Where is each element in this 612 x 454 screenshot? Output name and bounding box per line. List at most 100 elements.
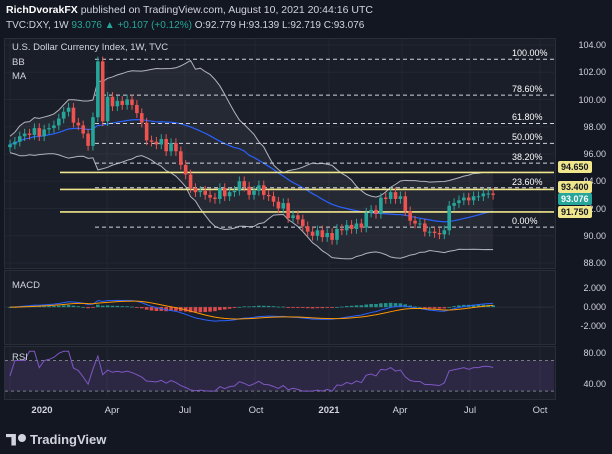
macd-histogram-bar bbox=[188, 307, 193, 313]
symbol-label[interactable]: TVC:DXY, 1W bbox=[6, 20, 69, 31]
price-tick-label: 96.00 bbox=[583, 149, 606, 159]
macd-histogram-bar bbox=[149, 307, 154, 311]
candle-body bbox=[408, 211, 412, 221]
time-tick-label: Oct bbox=[248, 405, 264, 416]
author-name[interactable]: RichDvorakFX bbox=[6, 4, 78, 16]
candle-body bbox=[154, 141, 159, 145]
candle-body bbox=[476, 196, 481, 198]
tradingview-logo-dot-icon bbox=[18, 433, 26, 442]
rsi-tick-label: 40.00 bbox=[583, 378, 606, 389]
macd-histogram-bar bbox=[66, 304, 71, 308]
macd-histogram-bar bbox=[120, 306, 125, 308]
macd-histogram-bar bbox=[81, 307, 85, 308]
price-tick-label: 104.00 bbox=[578, 40, 606, 50]
candle-body bbox=[76, 122, 81, 126]
candle-body bbox=[17, 136, 22, 142]
tradingview-footer[interactable]: TradingView bbox=[6, 432, 106, 447]
candle-body bbox=[218, 188, 222, 199]
candle-body bbox=[383, 197, 388, 199]
bollinger-lower-line bbox=[9, 152, 494, 260]
macd-histogram-bar bbox=[296, 307, 300, 308]
candle-body bbox=[27, 133, 32, 135]
candle-body bbox=[276, 201, 281, 209]
candle-body bbox=[271, 196, 276, 202]
bb-indicator-label[interactable]: BB bbox=[12, 57, 25, 68]
candle-body bbox=[457, 200, 461, 204]
candle-body bbox=[349, 224, 354, 229]
candle-body bbox=[71, 107, 76, 123]
candle-body bbox=[462, 197, 466, 201]
macd-histogram-bar bbox=[437, 307, 442, 309]
macd-histogram-bar bbox=[115, 305, 120, 308]
macd-histogram-bar bbox=[276, 306, 281, 308]
price-tag: 93.076 bbox=[558, 192, 592, 205]
macd-histogram-bar bbox=[491, 305, 495, 308]
candle-body bbox=[47, 128, 51, 130]
candle-body bbox=[174, 143, 178, 152]
candle-body bbox=[81, 125, 85, 134]
fib-level-label: 23.60% bbox=[512, 176, 543, 187]
macd-histogram-bar bbox=[100, 305, 105, 308]
macd-histogram-bar bbox=[388, 302, 393, 308]
candle-body bbox=[281, 203, 286, 209]
candle-body bbox=[388, 192, 393, 199]
candle-body bbox=[301, 219, 305, 227]
price-tick-label: 98.00 bbox=[583, 121, 606, 132]
candle-body bbox=[359, 223, 364, 228]
rsi-tick-label: 80.00 bbox=[583, 347, 606, 358]
ma-indicator-label[interactable]: MA bbox=[12, 71, 27, 82]
last-price: 93.076 bbox=[71, 20, 102, 31]
candle-body bbox=[432, 231, 437, 234]
macd-histogram-bar bbox=[42, 306, 46, 308]
candle-body bbox=[437, 233, 442, 235]
time-tick-label: Jul bbox=[178, 405, 192, 416]
macd-histogram-bar bbox=[423, 307, 427, 308]
publish-line: RichDvorakFX published on TradingView.co… bbox=[6, 4, 373, 16]
macd-histogram-bar bbox=[413, 306, 417, 308]
time-tick-label: 2020 bbox=[31, 405, 53, 416]
price-axis[interactable]: 104.00 102.00 100.00 98.00 96.00 94.00 92.00 90… bbox=[556, 0, 612, 454]
time-tick-label: Jul bbox=[463, 405, 477, 416]
time-tick-label: Apr bbox=[392, 405, 408, 416]
macd-histogram-bar bbox=[403, 304, 408, 308]
candle-body bbox=[252, 190, 256, 195]
macd-histogram-bar bbox=[71, 305, 76, 308]
macd-histogram-bar bbox=[427, 307, 432, 309]
candle-body bbox=[105, 96, 110, 122]
rsi-line bbox=[9, 350, 494, 392]
candle-body bbox=[291, 215, 295, 219]
rsi-title[interactable]: RSI bbox=[12, 352, 28, 363]
macd-tick-label: -2.000 bbox=[580, 321, 606, 332]
macd-title[interactable]: MACD bbox=[12, 280, 40, 291]
price-tag: 91.750 bbox=[558, 205, 592, 218]
macd-histogram-bar bbox=[266, 305, 271, 308]
candle-body bbox=[57, 118, 61, 126]
chart-header: RichDvorakFX published on TradingView.co… bbox=[0, 0, 612, 36]
price-tick-label: 100.00 bbox=[578, 94, 606, 105]
symbol-line: TVC:DXY, 1W 93.076 ▲ +0.107 (+0.12%) O:9… bbox=[6, 20, 364, 31]
fib-level-label: 78.60% bbox=[512, 84, 543, 95]
macd-histogram-bar bbox=[76, 306, 81, 308]
macd-histogram-bar bbox=[291, 307, 295, 308]
candle-body bbox=[364, 212, 369, 228]
publish-text: published on TradingView.com, August 10,… bbox=[80, 4, 373, 16]
candle-body bbox=[369, 209, 373, 213]
macd-histogram-bar bbox=[364, 304, 369, 308]
up-triangle-icon: ▲ bbox=[104, 20, 115, 31]
macd-histogram-bar bbox=[330, 307, 334, 308]
price-tick-label: 92.00 bbox=[583, 203, 606, 214]
price-tag: 93.400 bbox=[558, 181, 592, 194]
macd-histogram-bar bbox=[125, 306, 129, 308]
macd-histogram-bar bbox=[86, 307, 90, 309]
candle-body bbox=[418, 223, 422, 225]
macd-histogram-bar bbox=[471, 304, 476, 308]
candle-body bbox=[237, 181, 242, 191]
bollinger-upper-line bbox=[9, 59, 494, 198]
candle-body bbox=[398, 196, 403, 199]
macd-histogram-bar bbox=[305, 307, 310, 309]
bollinger-band-fill bbox=[10, 60, 494, 259]
candle-body bbox=[320, 230, 325, 238]
candle-body bbox=[203, 190, 207, 195]
rsi-band bbox=[5, 360, 554, 392]
